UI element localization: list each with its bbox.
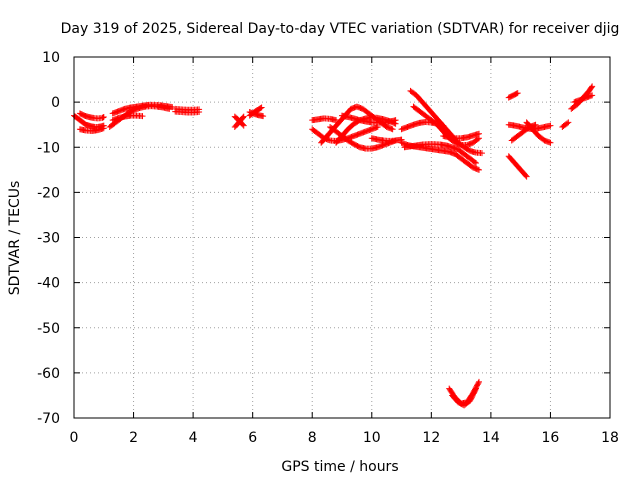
x-tick-label: 16 (542, 430, 560, 446)
data-point (473, 160, 479, 167)
data-series (76, 110, 107, 122)
x-tick-label: 8 (308, 430, 317, 446)
x-tick-label: 18 (601, 430, 619, 446)
data-point (240, 122, 247, 129)
x-tick-label: 2 (129, 430, 138, 446)
data-point (475, 130, 482, 137)
data-point (565, 119, 572, 126)
data-point (514, 90, 521, 97)
data-point (240, 113, 247, 120)
y-tick-label: -60 (37, 366, 60, 382)
data-series (449, 385, 479, 409)
data-point (475, 380, 482, 387)
x-tick-label: 12 (422, 430, 440, 446)
data-point (392, 117, 399, 124)
data-point (260, 113, 267, 120)
y-tick-label: -50 (37, 321, 60, 337)
data-point (258, 104, 265, 111)
data-series (109, 101, 176, 117)
data-point (100, 125, 107, 132)
data-point (475, 378, 482, 385)
data-series (109, 112, 146, 124)
data-point (100, 114, 107, 121)
data-series (368, 135, 405, 144)
data-point (588, 84, 595, 91)
data-point (589, 92, 596, 99)
x-tick-label: 14 (482, 430, 500, 446)
data-point (472, 386, 479, 393)
data-point (474, 136, 481, 143)
data-series (231, 113, 247, 129)
data-series (505, 90, 521, 101)
y-tick-label: 0 (51, 95, 60, 111)
data-point (473, 382, 480, 389)
x-tick-label: 4 (189, 430, 198, 446)
axis-ticks: 0 2 4 6 8 10 12 14 16 18 10 0 -10 -20 -30 -40 -50 -60 -70 (37, 50, 619, 446)
data-series (407, 87, 485, 157)
data-series (571, 92, 596, 106)
data-point (239, 114, 246, 121)
y-tick-label: -20 (37, 185, 60, 201)
data-point (478, 150, 485, 157)
y-tick-label: 10 (42, 50, 60, 66)
grid-lines (74, 57, 610, 418)
data-point (513, 90, 520, 97)
data-point (522, 172, 529, 179)
x-tick-label: 0 (70, 430, 79, 446)
y-axis-label: SDTVAR / TECUs (7, 181, 23, 296)
data-point (475, 166, 482, 173)
data-series (559, 119, 572, 130)
data-point (523, 173, 530, 180)
data-series (76, 125, 107, 135)
data-series (440, 130, 482, 142)
data-point (473, 385, 479, 392)
data-series (523, 119, 554, 146)
y-tick-label: -40 (37, 276, 60, 292)
data-point (564, 120, 571, 127)
data-point (389, 126, 396, 133)
data-point (532, 121, 539, 128)
x-tick-label: 10 (363, 430, 381, 446)
x-axis-label: GPS time / hours (281, 459, 398, 475)
y-tick-label: -70 (37, 411, 60, 427)
data-point (471, 159, 478, 166)
data-point (547, 139, 554, 146)
data-series (505, 153, 530, 180)
data-series (172, 108, 203, 116)
data-points (71, 83, 596, 409)
data-point (139, 113, 146, 120)
x-tick-label: 6 (248, 430, 257, 446)
data-series (401, 141, 479, 167)
data-series (339, 112, 399, 126)
data-point (257, 105, 264, 112)
data-point (589, 83, 596, 90)
data-point (196, 109, 203, 116)
data-point (239, 121, 246, 128)
data-point (474, 381, 481, 388)
data-point (547, 122, 554, 129)
chart-title: Day 319 of 2025, Sidereal Day-to-day VTE… (61, 21, 620, 37)
y-tick-label: -30 (37, 231, 60, 247)
data-series (246, 109, 267, 120)
y-tick-label: -10 (37, 140, 60, 156)
